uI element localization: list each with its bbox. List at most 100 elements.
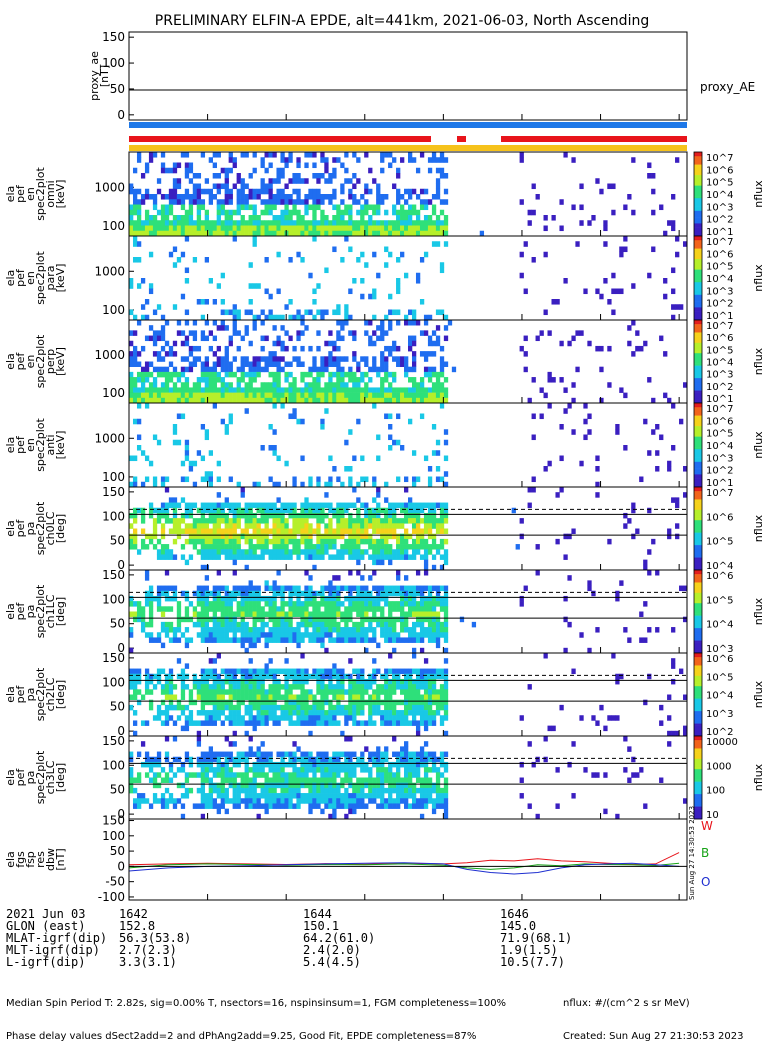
ytick-label: 150 xyxy=(102,651,125,665)
ytick-label: 1000 xyxy=(94,348,125,362)
colorbar-label: nflux xyxy=(752,514,765,542)
footer-row-label: L-igrf(dip) xyxy=(6,956,85,969)
ytick-label: 50 xyxy=(110,783,125,797)
ytick-label: 100 xyxy=(102,829,125,843)
colorbar-tick: 10^6 xyxy=(706,654,733,665)
colorbar-tick: 10^7 xyxy=(706,321,733,332)
colorbar-label: nflux xyxy=(752,431,765,459)
colorbar-tick: 10^5 xyxy=(706,429,733,440)
bar-yellow xyxy=(129,145,687,151)
colorbar-label: nflux xyxy=(752,180,765,208)
ytick-label: 50 xyxy=(110,617,125,631)
ytick-label: 150 xyxy=(102,485,125,499)
colorbar-tick: 10^3 xyxy=(706,709,733,720)
ytick-label: 50 xyxy=(110,700,125,714)
colorbar-tick: 10^5 xyxy=(706,595,733,606)
ytick-label: 150 xyxy=(102,568,125,582)
timestamp-vertical: Sun Aug 27 14:30:53 2023 xyxy=(688,806,696,900)
panel-9-frame xyxy=(129,819,687,900)
colorbar-label: nflux xyxy=(752,763,765,791)
colorbar-tick: 10^4 xyxy=(706,620,733,631)
colorbar-tick: 10^6 xyxy=(706,165,733,176)
colorbar-tick: 10^2 xyxy=(706,382,733,393)
ytick-label: 1000 xyxy=(94,431,125,445)
colorbar-tick: 10^4 xyxy=(706,691,733,702)
colorbar-tick: 10000 xyxy=(706,737,738,748)
elfin-summary-figure: PRELIMINARY ELFIN-A EPDE, alt=441km, 202… xyxy=(0,0,775,1000)
colorbar-label: nflux xyxy=(752,264,765,292)
colorbar-tick: 100 xyxy=(706,786,725,797)
colorbar-tick: 10^7 xyxy=(706,488,733,499)
colorbar-tick: 10^7 xyxy=(706,153,733,164)
colorbar-tick: 10^3 xyxy=(706,453,733,464)
ylabel-line: [keV] xyxy=(54,347,67,376)
footer-note-2: Phase delay values dSect2add=2 and dPhAn… xyxy=(6,1031,506,1042)
ytick-label: 1000 xyxy=(94,264,125,278)
colorbar-tick: 10^5 xyxy=(706,345,733,356)
ytick-label: 100 xyxy=(102,470,125,484)
colorbar-tick: 10^6 xyxy=(706,249,733,260)
ylabel-line: [keV] xyxy=(54,431,67,460)
colorbar-tick: 10^5 xyxy=(706,262,733,273)
ytick-label: 100 xyxy=(102,592,125,606)
panel-3-spectrogram xyxy=(129,320,687,403)
footer-row-value: 3.3(3.1) xyxy=(119,956,177,969)
colorbar-tick: 10^3 xyxy=(706,286,733,297)
bar-red-2 xyxy=(457,136,466,142)
ytick-label: 150 xyxy=(102,814,125,828)
footer-notes-right: nflux: #/(cm^2 s sr MeV) Created: Sun Au… xyxy=(563,976,743,1053)
colorbar-tick: 10^6 xyxy=(706,512,733,523)
ytick-label: 50 xyxy=(110,844,125,858)
panel-5-spectrogram xyxy=(129,487,687,570)
colorbar-tick: 10^2 xyxy=(706,466,733,477)
ytick-label: 0 xyxy=(117,859,125,873)
colorbar-tick: 10^4 xyxy=(706,358,733,369)
colorbar-tick: 10^5 xyxy=(706,178,733,189)
ytick-label: 150 xyxy=(102,734,125,748)
colorbar-tick: 10^3 xyxy=(706,202,733,213)
colorbar-tick: 10^3 xyxy=(706,370,733,381)
ytick-label: -100 xyxy=(98,890,125,904)
colorbar-tick: 10^5 xyxy=(706,672,733,683)
legend-W: W xyxy=(701,819,713,833)
panel-7-spectrogram xyxy=(129,653,687,736)
panel-0-frame xyxy=(129,32,687,120)
ytick-label: 50 xyxy=(110,534,125,548)
ytick-label: 100 xyxy=(102,675,125,689)
footer-notes: Median Spin Period T: 2.82s, sig=0.00% T… xyxy=(6,976,506,1053)
ylabel-line: [deg] xyxy=(54,597,67,626)
legend-O: O xyxy=(701,875,710,889)
colorbar-tick: 10 xyxy=(706,810,719,821)
ytick-label: 100 xyxy=(102,386,125,400)
orbit-indicator-bars xyxy=(129,122,687,151)
ylabel-line: [deg] xyxy=(54,680,67,709)
colorbar-tick: 10^6 xyxy=(706,571,733,582)
panel-4-spectrogram xyxy=(129,403,687,487)
ylabel-line: [nT] xyxy=(54,848,67,870)
colorbar-tick: 10^4 xyxy=(706,190,733,201)
ytick-label: 0 xyxy=(117,108,125,122)
legend-B: B xyxy=(701,846,709,860)
